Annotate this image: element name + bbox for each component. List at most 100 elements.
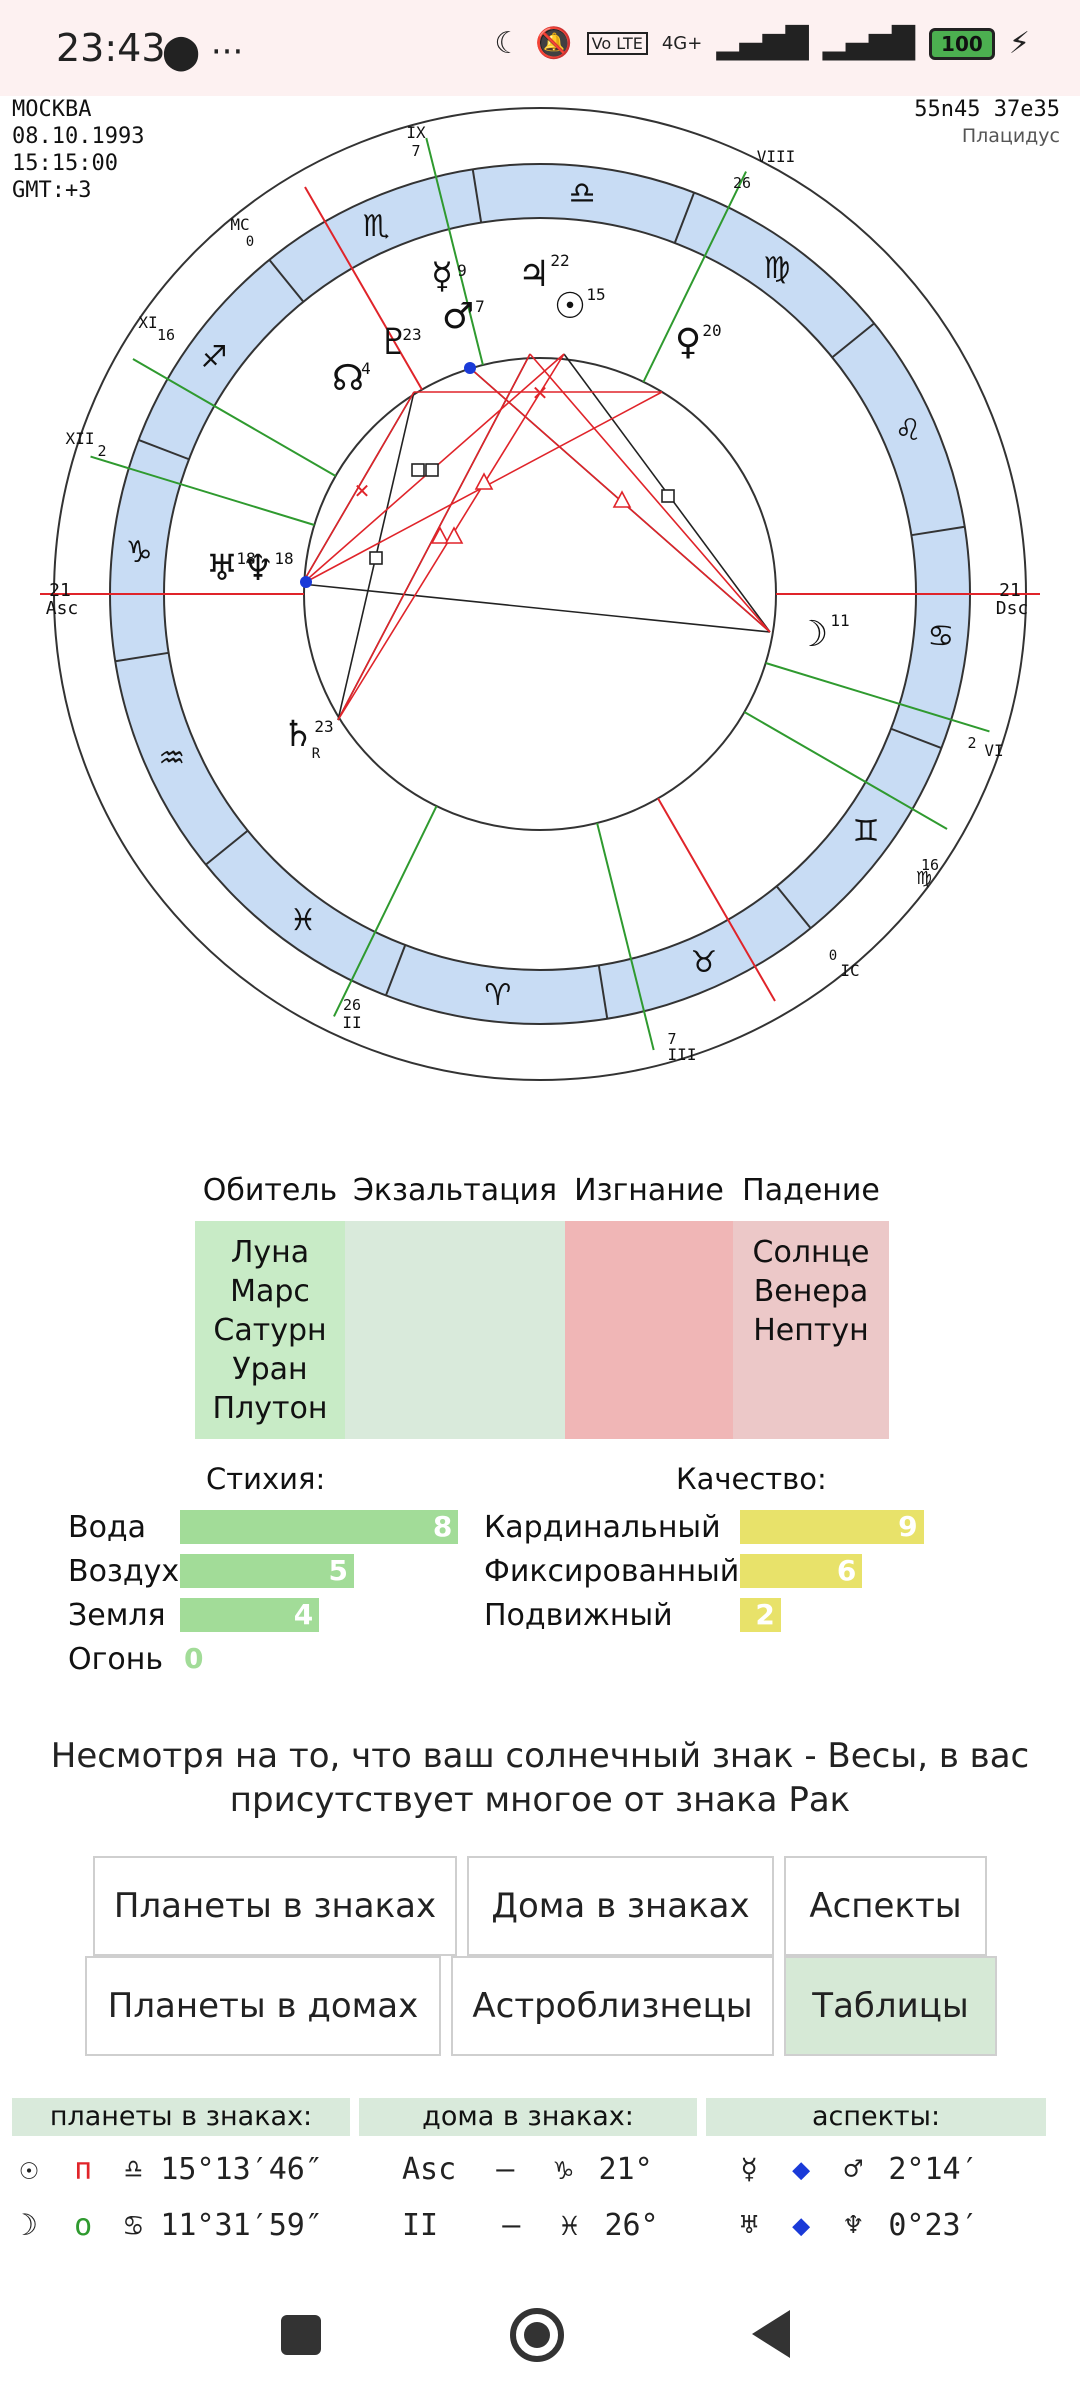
house-cusp-xi [132, 358, 337, 477]
chart-gmt: GMT:+3 [12, 178, 92, 203]
aspect-square-icon [661, 489, 675, 503]
astrotwins-button[interactable]: Астроблизнецы [451, 1956, 774, 2056]
house-cusp-viii [642, 171, 747, 383]
signal-icon-2: ▂▄▆█ [822, 26, 915, 61]
uranus-icon: ♅ [206, 548, 238, 589]
sun-icon: ☉ [554, 286, 586, 327]
aspect-cross-icon: ✕ [354, 479, 371, 503]
quality-title: Качество: [676, 1462, 827, 1496]
mc-axis [304, 186, 423, 391]
mars-icon: ♂ [442, 296, 474, 337]
network-label: 4G+ [661, 33, 703, 54]
moon-icon: ☽ [796, 614, 828, 655]
zodiac-sign-icon: ♒ [158, 741, 185, 776]
house-label: XI [138, 313, 157, 332]
zodiac-divider [205, 829, 249, 866]
stat-bar: 6 [740, 1554, 863, 1588]
bell-off-icon: 🔕 [535, 26, 573, 61]
dignity-domicile: Луна Марс Сатурн Уран Плутон [195, 1221, 345, 1439]
aspects-header: аспекты: [706, 2098, 1046, 2136]
stat-bar: 4 [180, 1598, 320, 1632]
planet-dot [464, 362, 476, 374]
stat-row: Воздух 5 [68, 1552, 568, 1592]
zodiac-divider [138, 438, 190, 461]
cancer-icon: ♋ [124, 2208, 143, 2243]
houses-in-signs-button[interactable]: Дома в знаках [467, 1856, 774, 1956]
aspect-square-icon [369, 551, 383, 565]
dignity-header: Обитель Экзальтация Изгнание Падение [195, 1165, 889, 1215]
node-degree: 4 [361, 359, 371, 378]
stat-label: Огонь [68, 1642, 164, 1677]
dignity-exaltation [345, 1221, 565, 1439]
zodiac-sign-icon: ♈ [484, 978, 511, 1013]
elements-title: Стихия: [206, 1462, 326, 1496]
house-name: Asc [402, 2152, 457, 2187]
house-label: IX [406, 123, 426, 142]
pluto-icon: ♇ [378, 322, 410, 363]
zodiac-divider [115, 651, 169, 663]
house-cusp-v [743, 711, 948, 830]
stat-bar: 8 [180, 1510, 459, 1544]
house-label: III [668, 1045, 697, 1064]
table-row: Asc – ♑ 21° [402, 2142, 653, 2198]
dignity-table: Обитель Экзальтация Изгнание Падение Лун… [195, 1165, 889, 1439]
dignity-header-domicile: Обитель [202, 1172, 338, 1208]
tables-button[interactable]: Таблицы [784, 1956, 997, 2056]
mercury-icon: ☿ [740, 2152, 759, 2187]
aspect-line-red [337, 353, 531, 721]
stat-bar: 2 [740, 1598, 781, 1632]
zodiac-divider [384, 944, 407, 996]
asc-degree: 21 [49, 580, 71, 601]
mars-degree: 7 [475, 297, 485, 316]
zodiac-sign-icon: ♏ [363, 209, 390, 244]
aspect-cross-icon: ✕ [532, 381, 549, 405]
mercury-degree: 9 [457, 261, 467, 280]
home-button[interactable] [510, 2308, 564, 2362]
mc-label: MC [230, 215, 249, 234]
aspects-button[interactable]: Аспекты [784, 1856, 987, 1956]
zodiac-divider [597, 965, 609, 1019]
conjunction-icon: ◆ [792, 2208, 811, 2243]
house-label: VIII [757, 147, 796, 166]
aspect-orb: 0°23′ [888, 2208, 979, 2243]
ic-degree: 0 [829, 948, 837, 964]
planet-position: 11°31′59″ [160, 2208, 323, 2243]
zodiac-sign-icon: ♌ [895, 413, 922, 448]
table-row: ☽ о ♋ 11°31′59″ [20, 2198, 323, 2254]
natal-chart: ♈ ♉ ♊ ♋ ♌ ♍ ♎ ♏ ♐ ♑ ♒ ♓ 21 Asc 21 Dsc MC 0 0 IC IX 7 VIII 26 XI 1… [0, 96, 1080, 1096]
aspect-line-red [529, 353, 771, 633]
stat-row: Земля 4 [68, 1596, 568, 1636]
planets-in-houses-button[interactable]: Планеты в домах [85, 1956, 441, 2056]
neptune-degree: 18 [274, 549, 293, 568]
back-button[interactable] [752, 2310, 790, 2358]
libra-icon: ♎ [124, 2152, 143, 2187]
status-right-icons: ☾ 🔕 Vo LTE 4G+ ▂▄▆█ ▂▄▆█ 100 ⚡ [494, 26, 1030, 61]
aspect-line-black [301, 583, 771, 633]
moon-degree: 11 [830, 611, 849, 630]
saturn-degree: 23 [314, 717, 333, 736]
house-label: XII [66, 429, 95, 448]
house-dash: – [496, 2152, 515, 2187]
aspect-triangle-icon [444, 526, 464, 544]
asc-label: Asc [46, 598, 79, 619]
zodiac-sign-icon: ♐ [201, 340, 228, 375]
planets-in-signs-button[interactable]: Планеты в знаках [93, 1856, 457, 1956]
recents-button[interactable] [281, 2315, 321, 2355]
row-mark: о [74, 2208, 93, 2243]
chart-house-system: Плацидус [961, 125, 1060, 147]
aspect-triangle-icon [430, 526, 450, 544]
sun-sign-summary: Несмотря на то, что ваш солнечный знак -… [50, 1736, 1030, 1820]
saturn-retro: R [312, 746, 321, 762]
moon-icon: ☾ [494, 26, 522, 61]
house-degree: 26 [343, 996, 361, 1014]
system-nav-bar [0, 2268, 1080, 2400]
row-mark: п [74, 2152, 93, 2187]
notification-icons: ⬤ ··· [162, 32, 244, 72]
dignity-detriment [565, 1221, 733, 1439]
house-degree: 16 [157, 326, 175, 344]
stat-label: Земля [68, 1598, 166, 1633]
zodiac-sign-icon: ♍ [763, 251, 790, 286]
mars-icon: ♂ [844, 2152, 863, 2187]
house-degree: 7 [667, 1030, 676, 1048]
